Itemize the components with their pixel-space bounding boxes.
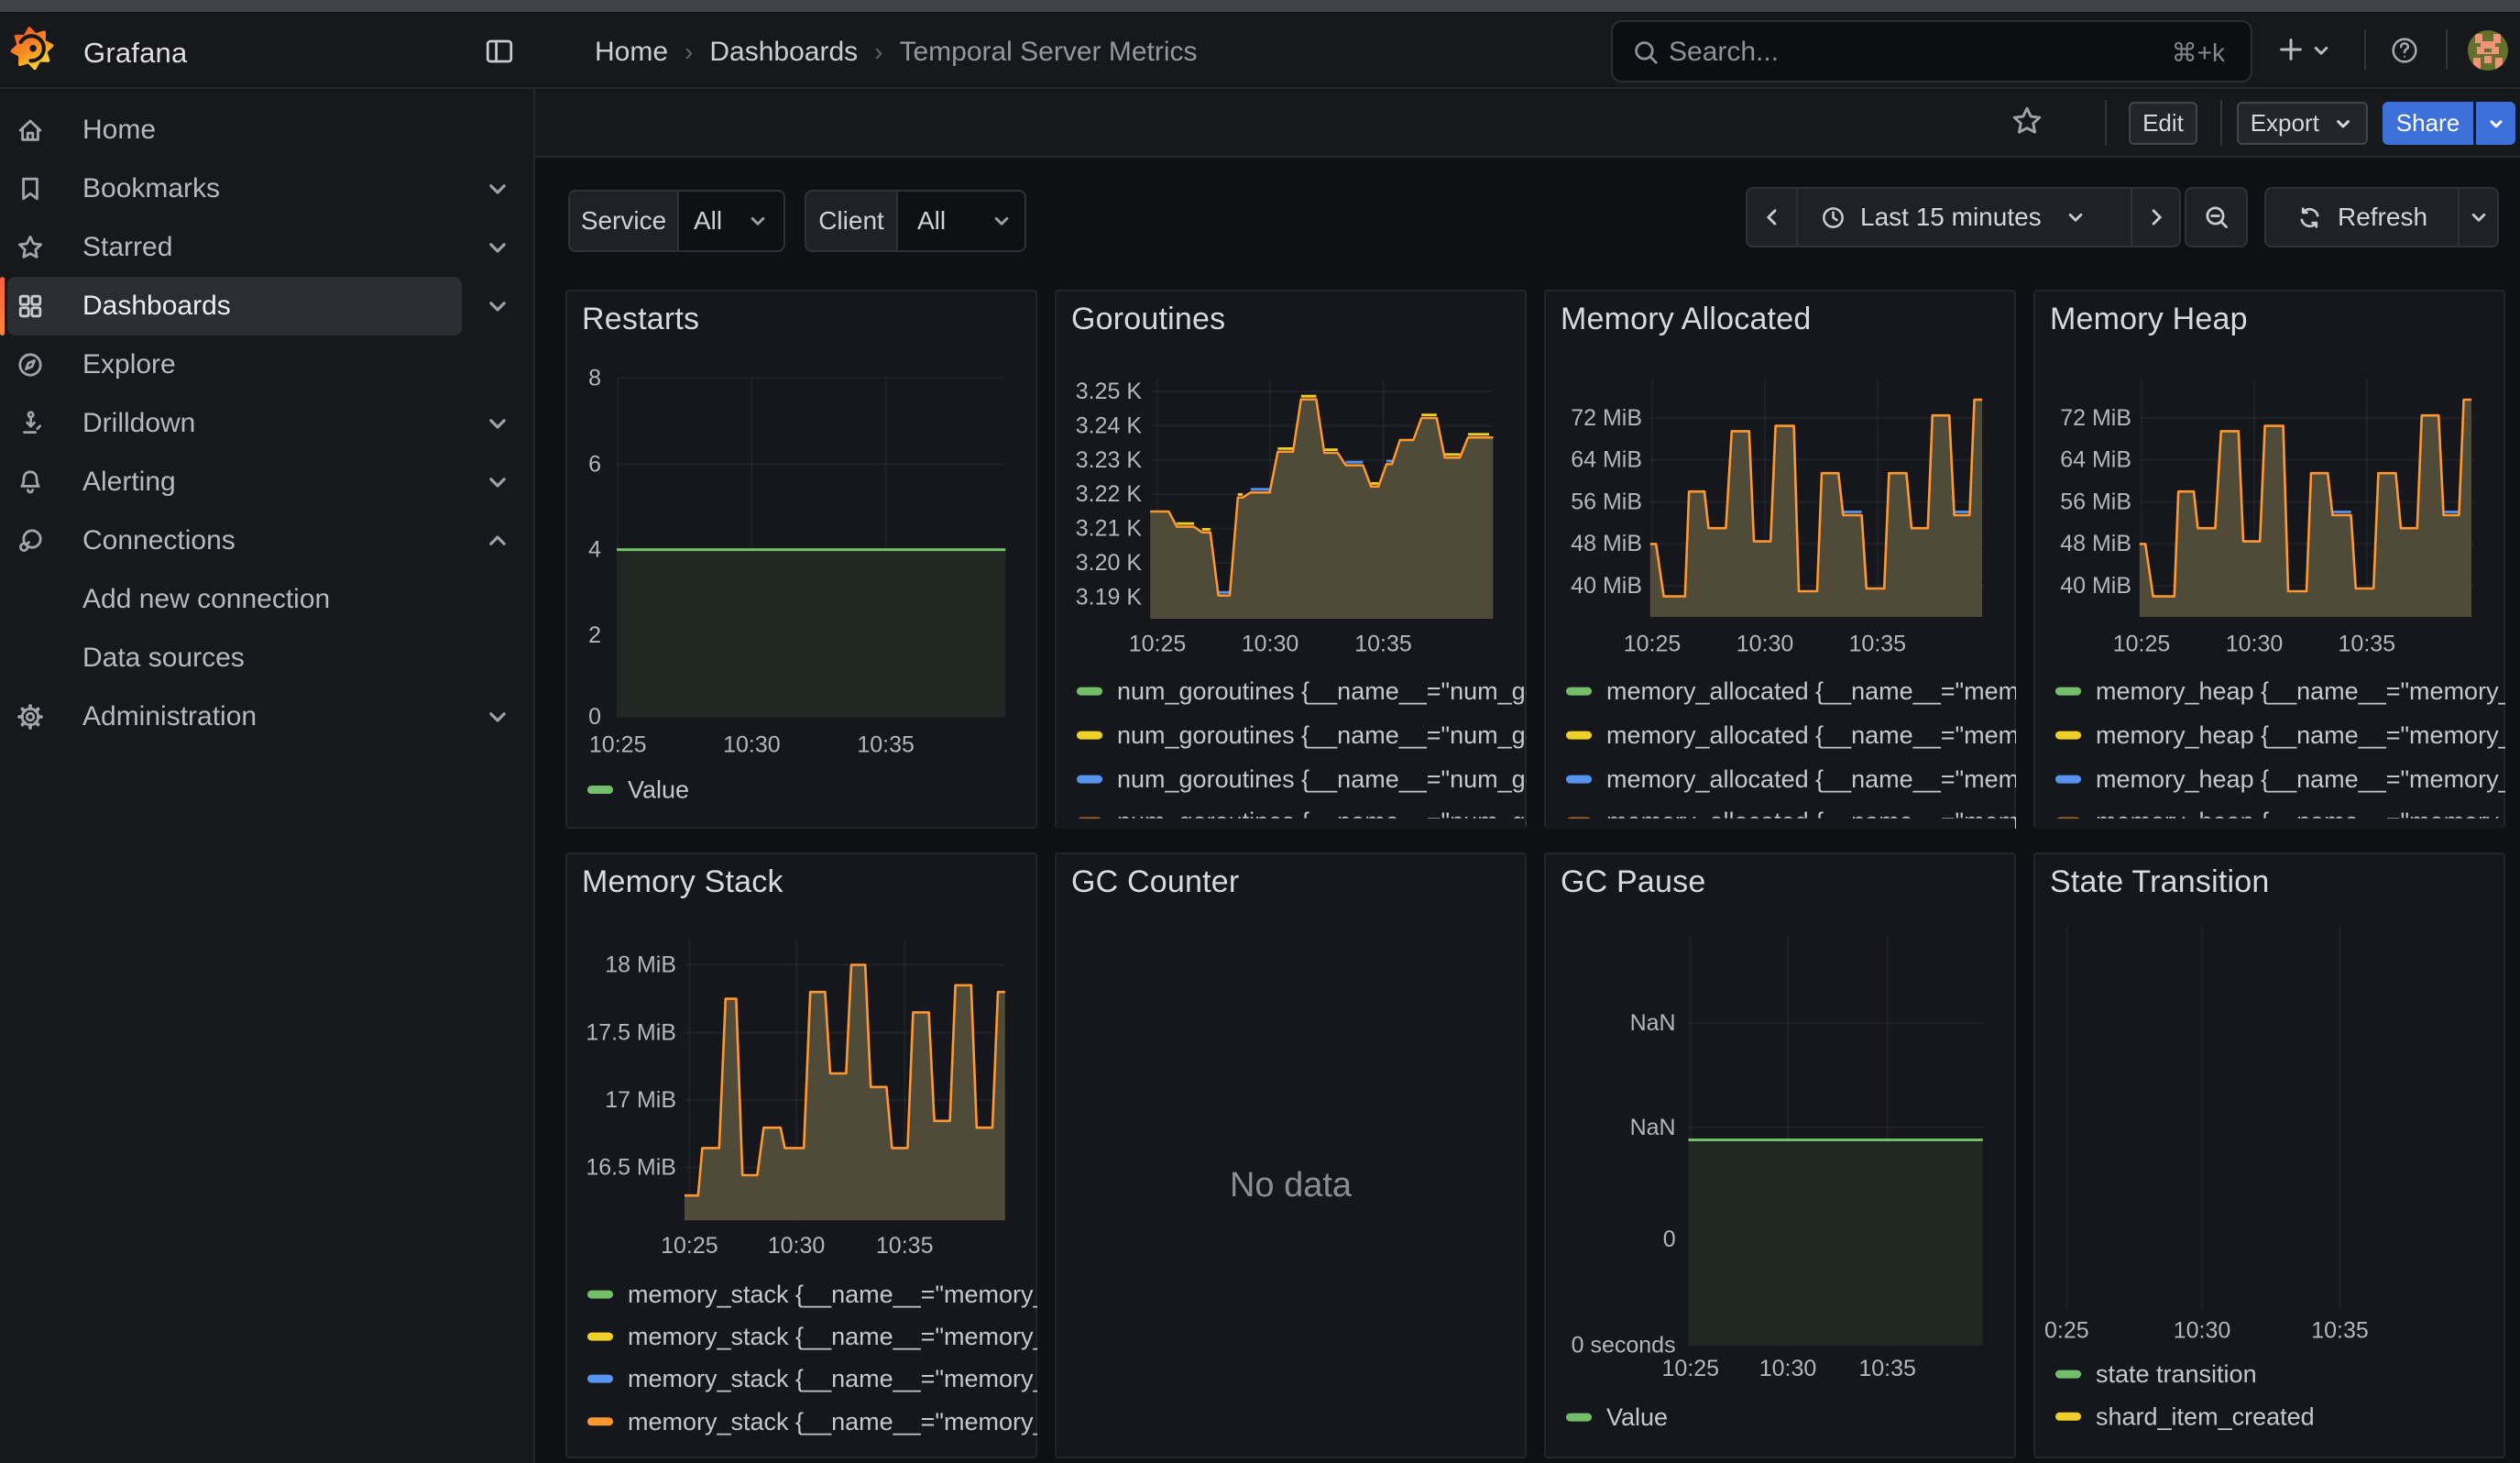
svg-text:3.24 K: 3.24 K: [1076, 412, 1143, 438]
svg-text:state transition: state transition: [2096, 1360, 2257, 1388]
svg-text:48 MiB: 48 MiB: [2060, 531, 2131, 556]
svg-text:NaN: NaN: [1630, 1115, 1676, 1140]
svg-text:memory_stack {__name__="memory: memory_stack {__name__="memory_s: [628, 1365, 1037, 1392]
svg-text:10:30: 10:30: [1737, 632, 1794, 657]
svg-text:3.23 K: 3.23 K: [1076, 447, 1143, 473]
svg-text:3.19 K: 3.19 K: [1076, 584, 1143, 610]
svg-text:3.22 K: 3.22 K: [1076, 481, 1143, 507]
svg-text:10:35: 10:35: [1354, 632, 1412, 657]
svg-text:4: 4: [588, 537, 601, 563]
svg-text:Value: Value: [628, 776, 689, 804]
svg-text:Value: Value: [1606, 1403, 1668, 1431]
svg-text:memory_heap {__name__="memory_: memory_heap {__name__="memory_h: [2096, 765, 2505, 793]
svg-text:10:30: 10:30: [723, 732, 781, 758]
svg-text:10:25: 10:25: [2113, 632, 2171, 657]
svg-text:10:35: 10:35: [876, 1233, 934, 1259]
svg-text:10:25: 10:25: [1129, 632, 1187, 657]
svg-text:3.25 K: 3.25 K: [1076, 379, 1143, 404]
svg-text:6: 6: [588, 451, 601, 477]
svg-text:10:35: 10:35: [2339, 632, 2396, 657]
svg-text:10:25: 10:25: [1624, 632, 1682, 657]
svg-text:10:30: 10:30: [768, 1233, 826, 1259]
svg-text:memory_allocated {__name__="me: memory_allocated {__name__="memo: [1606, 677, 2016, 705]
svg-text:40 MiB: 40 MiB: [2060, 573, 2131, 599]
svg-text:10:30: 10:30: [1242, 632, 1299, 657]
svg-text:10:35: 10:35: [857, 732, 915, 758]
svg-text:10:30: 10:30: [2174, 1317, 2231, 1343]
svg-text:18 MiB: 18 MiB: [605, 952, 676, 978]
svg-text:17 MiB: 17 MiB: [605, 1087, 676, 1113]
svg-text:3.21 K: 3.21 K: [1076, 516, 1143, 542]
svg-text:64 MiB: 64 MiB: [2060, 447, 2131, 473]
svg-text:num_goroutines {__name__="num_: num_goroutines {__name__="num_go: [1117, 765, 1527, 793]
svg-text:memory_stack {__name__="memory: memory_stack {__name__="memory_s: [628, 1323, 1037, 1350]
svg-text:10:25: 10:25: [589, 732, 647, 758]
svg-text:10:25: 10:25: [661, 1233, 718, 1259]
svg-text:72 MiB: 72 MiB: [1571, 405, 1642, 431]
svg-text:2: 2: [588, 622, 601, 648]
svg-text:72 MiB: 72 MiB: [2060, 405, 2131, 431]
svg-text:0: 0: [588, 704, 601, 730]
svg-text:num_goroutines {__name__="num_: num_goroutines {__name__="num_go: [1117, 721, 1527, 749]
svg-text:0 seconds: 0 seconds: [1572, 1333, 1676, 1358]
svg-text:10:30: 10:30: [2226, 632, 2284, 657]
svg-text:16.5 MiB: 16.5 MiB: [586, 1155, 676, 1181]
svg-text:shard_item_created: shard_item_created: [2096, 1402, 2315, 1430]
svg-text:10:35: 10:35: [1858, 1356, 1916, 1381]
svg-text:NaN: NaN: [1630, 1010, 1676, 1036]
svg-text:memory_allocated {__name__="me: memory_allocated {__name__="memo: [1606, 721, 2016, 749]
svg-text:num_goroutines {__name__="num_: num_goroutines {__name__="num_go: [1117, 677, 1527, 705]
svg-text:memory_allocated {__name__="me: memory_allocated {__name__="memo: [1606, 765, 2016, 793]
svg-text:48 MiB: 48 MiB: [1571, 531, 1642, 556]
svg-text:0:25: 0:25: [2044, 1317, 2089, 1343]
svg-text:memory_heap {__name__="memory_: memory_heap {__name__="memory_h: [2096, 721, 2505, 749]
svg-text:memory_heap {__name__="memory_: memory_heap {__name__="memory_h: [2096, 677, 2505, 705]
svg-text:8: 8: [588, 365, 601, 390]
svg-text:56 MiB: 56 MiB: [2060, 489, 2131, 514]
svg-text:10:35: 10:35: [1849, 632, 1907, 657]
svg-text:3.20 K: 3.20 K: [1076, 550, 1143, 576]
svg-text:10:35: 10:35: [2311, 1317, 2369, 1343]
svg-text:56 MiB: 56 MiB: [1571, 489, 1642, 514]
svg-text:10:30: 10:30: [1759, 1356, 1817, 1381]
svg-text:40 MiB: 40 MiB: [1571, 573, 1642, 599]
svg-text:10:25: 10:25: [1662, 1356, 1720, 1381]
svg-text:17.5 MiB: 17.5 MiB: [586, 1020, 676, 1046]
svg-text:memory_stack {__name__="memory: memory_stack {__name__="memory_s: [628, 1281, 1037, 1308]
svg-text:0: 0: [1663, 1226, 1676, 1252]
svg-text:memory_stack {__name__="memory: memory_stack {__name__="memory_s: [628, 1408, 1037, 1436]
svg-text:64 MiB: 64 MiB: [1571, 447, 1642, 473]
